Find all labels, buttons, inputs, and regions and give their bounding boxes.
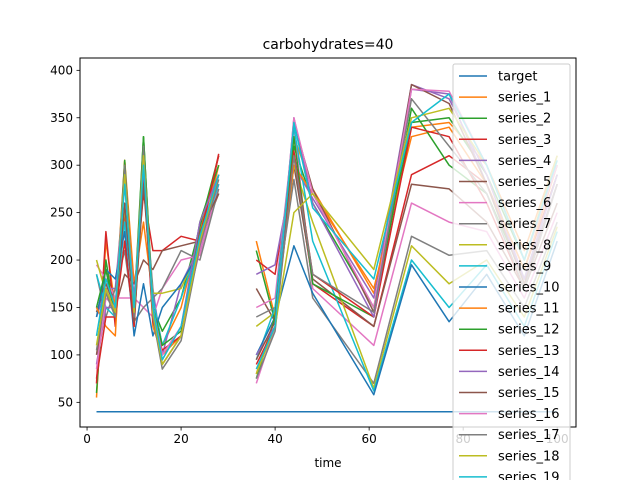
x-axis-label: time — [314, 456, 341, 470]
legend-label: series_12 — [498, 323, 560, 338]
y-tick-label: 400 — [50, 63, 73, 77]
legend-label: series_3 — [498, 133, 551, 148]
y-tick-label: 100 — [50, 348, 73, 362]
y-tick-label: 200 — [50, 253, 73, 267]
legend-label: series_2 — [498, 112, 551, 127]
x-tick-label: 60 — [361, 432, 376, 446]
x-tick-label: 0 — [83, 432, 91, 446]
legend-label: series_1 — [498, 91, 551, 106]
legend-label: series_10 — [498, 281, 560, 296]
legend-label: series_8 — [498, 238, 551, 253]
legend-label: series_15 — [498, 386, 560, 401]
legend-label: series_11 — [498, 302, 560, 317]
legend-label: series_18 — [498, 449, 560, 464]
plot-frame — [79, 57, 577, 428]
legend-label: series_14 — [498, 365, 560, 380]
legend-label: series_4 — [498, 154, 551, 169]
legend-label: series_7 — [498, 217, 551, 232]
y-tick-label: 50 — [58, 395, 73, 409]
y-axis: 50 100 150 200 250 300 350 400 — [50, 63, 80, 409]
y-tick-label: 300 — [50, 158, 73, 172]
y-tick-label: 350 — [50, 111, 73, 125]
legend-label: series_17 — [498, 428, 560, 443]
legend-label: target — [498, 70, 538, 85]
y-tick-label: 250 — [50, 206, 73, 220]
legend-label: series_16 — [498, 407, 560, 422]
legend-label: series_9 — [498, 259, 551, 274]
chart-title: carbohydrates=40 — [263, 37, 394, 53]
legend-label: series_13 — [498, 344, 560, 359]
legend-label: series_6 — [498, 196, 551, 211]
y-tick-label: 150 — [50, 300, 73, 314]
legend: target series_1 series_2 series_3 series_4se… — [452, 63, 571, 484]
legend-label: series_19 — [498, 470, 560, 480]
legend-box — [452, 63, 571, 484]
x-tick-label: 20 — [173, 432, 188, 446]
legend-label: series_5 — [498, 175, 551, 190]
x-tick-label: 40 — [267, 432, 282, 446]
